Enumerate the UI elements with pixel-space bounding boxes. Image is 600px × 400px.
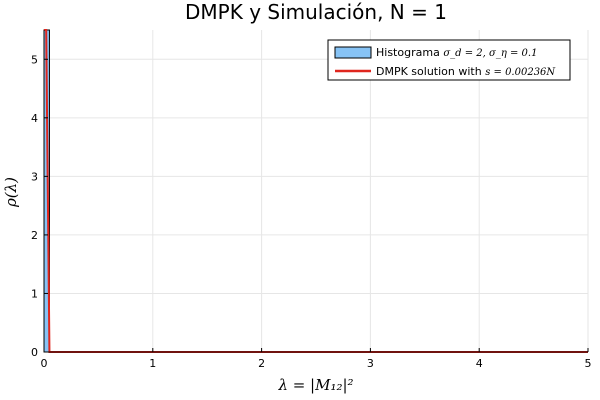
legend-swatch-histogram	[334, 46, 372, 59]
axes	[43, 30, 589, 353]
y-tick-label: 2	[31, 229, 38, 242]
legend: Histograma σ_d = 2, σ_η = 0.1 DMPK solut…	[327, 39, 571, 81]
y-axis-label: ρ(λ)	[2, 177, 20, 208]
x-tick-label: 4	[476, 357, 483, 370]
x-axis-label: λ = |M₁₂|²	[277, 376, 353, 394]
x-tick-label: 1	[149, 357, 156, 370]
y-tick-label: 1	[31, 287, 38, 300]
y-tick-label: 4	[31, 112, 38, 125]
y-tick-label: 5	[31, 53, 38, 66]
y-tick-label: 0	[31, 346, 38, 359]
x-tick-label: 3	[367, 357, 374, 370]
x-tick-label: 5	[585, 357, 592, 370]
x-tick-labels: 0 1 2 3 4 5	[41, 357, 592, 370]
legend-entry-histogram: Histograma σ_d = 2, σ_η = 0.1	[376, 46, 537, 59]
legend-entry-dmpk: DMPK solution with s = 0.00236N	[376, 65, 556, 78]
chart-title: DMPK y Simulación, N = 1	[185, 0, 447, 24]
x-tick-label: 0	[41, 357, 48, 370]
y-tick-label: 3	[31, 170, 38, 183]
y-tick-labels: 0 1 2 3 4 5	[31, 53, 38, 359]
x-tick-label: 2	[258, 357, 265, 370]
